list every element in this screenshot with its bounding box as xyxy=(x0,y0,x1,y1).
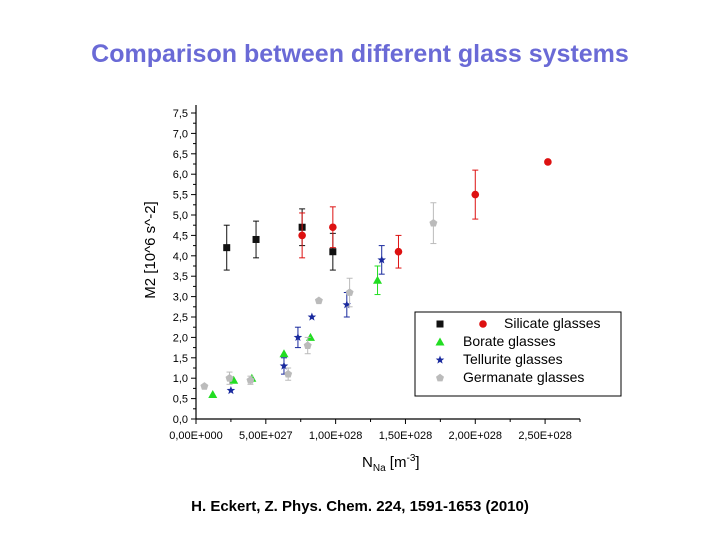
x-tick-label: 2,50E+028 xyxy=(518,430,572,442)
y-tick-label: 0,0 xyxy=(173,414,188,426)
data-point xyxy=(293,332,303,342)
y-tick-label: 3,0 xyxy=(173,292,188,304)
data-point xyxy=(246,376,255,384)
x-axis-label-close: ] xyxy=(415,454,419,471)
data-point xyxy=(345,288,354,296)
x-axis-label-sup: -3 xyxy=(406,453,415,464)
y-tick-label: 7,5 xyxy=(173,108,188,120)
series-borate-glasses xyxy=(208,265,383,399)
series-germanate-glasses xyxy=(200,202,438,390)
data-point xyxy=(329,223,337,232)
y-axis-label-text: M2 [10^6 s^-2] xyxy=(142,201,159,298)
data-point xyxy=(377,255,386,264)
data-point xyxy=(429,218,438,227)
data-point xyxy=(226,385,236,395)
x-axis-label-sub: Na xyxy=(373,463,386,474)
legend-label: Germanate glasses xyxy=(463,369,584,385)
legend-square-icon xyxy=(436,320,444,328)
chart-axes xyxy=(195,105,580,420)
data-point xyxy=(544,158,552,166)
x-tick-label: 1,50E+028 xyxy=(379,430,433,442)
legend-label: Borate glasses xyxy=(463,333,556,349)
y-tick-label: 4,5 xyxy=(173,230,188,242)
x-tick-label: 1,00E+028 xyxy=(309,430,363,442)
x-axis-label: NNa [m-3] xyxy=(362,453,420,474)
legend-box xyxy=(414,311,622,397)
y-axis-label: M2 [10^6 s^-2] xyxy=(142,201,159,298)
data-point xyxy=(342,300,352,309)
legend-label: Tellurite glasses xyxy=(463,351,563,367)
chart-ticks: 0,0 0,5 1,0 1,5 2,0 2,5 3,0 3,5 4,0 4,5 5,0 5,5 6,0 6… xyxy=(169,108,581,442)
slide-title: Comparison between different glass syste… xyxy=(91,40,629,68)
data-point xyxy=(223,244,231,252)
x-tick-label: 5,00E+027 xyxy=(239,430,293,442)
data-point xyxy=(314,296,323,305)
data-point xyxy=(200,382,209,390)
y-tick-label: 7,0 xyxy=(173,128,188,140)
data-point xyxy=(279,361,289,370)
data-point xyxy=(303,341,312,349)
legend-label: Silicate glasses xyxy=(504,315,601,331)
legend-pentagon-icon xyxy=(436,373,444,382)
citation: H. Eckert, Z. Phys. Chem. 224, 1591-1653… xyxy=(191,498,529,515)
legend-star-icon xyxy=(435,355,445,364)
y-tick-label: 5,0 xyxy=(173,210,188,222)
legend-item: Tellurite glasses xyxy=(435,351,563,367)
legend-items: Silicate glasses Borate glasses Tellurite … xyxy=(435,315,601,385)
data-point xyxy=(471,190,480,199)
legend-item: Germanate glasses xyxy=(436,369,584,385)
legend-item: Borate glasses xyxy=(435,333,556,349)
y-tick-label: 3,5 xyxy=(173,271,188,283)
y-tick-label: 4,0 xyxy=(173,251,188,263)
y-tick-label: 2,5 xyxy=(173,312,188,324)
data-point xyxy=(252,235,260,243)
data-point xyxy=(229,375,239,384)
x-tick-label: 2,00E+028 xyxy=(449,430,503,442)
x-tick-label: 0,00E+000 xyxy=(169,430,223,442)
y-tick-label: 5,5 xyxy=(173,190,188,202)
legend-circle-icon xyxy=(479,320,487,328)
data-point xyxy=(225,374,234,382)
y-tick-label: 1,5 xyxy=(173,353,188,365)
x-axis-label-main: N xyxy=(362,454,373,471)
legend-triangle-icon xyxy=(435,337,445,346)
y-tick-label: 0,5 xyxy=(173,394,188,406)
series-silicate-glasses xyxy=(223,158,552,271)
y-tick-label: 6,5 xyxy=(173,149,188,161)
chart-legend: Silicate glasses Borate glasses Tellurite … xyxy=(414,311,622,397)
chart-points xyxy=(200,158,552,399)
data-point xyxy=(373,275,383,284)
data-point xyxy=(298,231,306,240)
data-point xyxy=(307,312,317,321)
data-point xyxy=(279,349,289,358)
series-tellurite-glasses xyxy=(226,245,386,395)
y-tick-label: 6,0 xyxy=(173,169,188,181)
data-point xyxy=(284,369,293,378)
y-tick-label: 1,0 xyxy=(173,373,188,385)
legend-item: Silicate glasses xyxy=(436,315,601,331)
y-tick-label: 2,0 xyxy=(173,332,188,344)
x-axis-label-unit: [m xyxy=(386,454,407,471)
data-point xyxy=(208,390,218,399)
data-point xyxy=(394,247,403,256)
data-point xyxy=(329,248,337,256)
